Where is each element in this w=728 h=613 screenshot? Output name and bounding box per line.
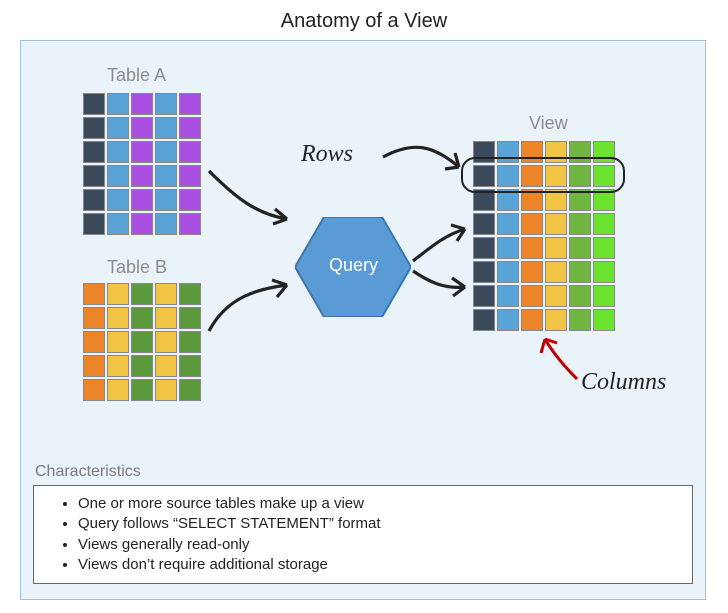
grid-cell — [155, 189, 177, 211]
table-b-label: Table B — [107, 257, 167, 278]
grid-cell — [155, 117, 177, 139]
grid-cell — [131, 379, 153, 401]
grid-cell — [569, 285, 591, 307]
grid-cell — [593, 285, 615, 307]
grid-cell — [155, 379, 177, 401]
arrow-query-to-view-2 — [403, 261, 483, 311]
grid-cell — [107, 379, 129, 401]
grid-cell — [83, 93, 105, 115]
grid-cell — [155, 283, 177, 305]
grid-cell — [131, 283, 153, 305]
arrow-rows-to-highlight — [373, 133, 473, 193]
grid-cell — [107, 141, 129, 163]
grid-cell — [131, 141, 153, 163]
grid-cell — [107, 189, 129, 211]
grid-cell — [107, 93, 129, 115]
grid-cell — [497, 285, 519, 307]
grid-cell — [155, 213, 177, 235]
grid-cell — [83, 117, 105, 139]
characteristic-item: One or more source tables make up a view — [78, 494, 680, 514]
table-a-label: Table A — [107, 65, 166, 86]
grid-cell — [497, 237, 519, 259]
arrow-columns-to-view — [531, 331, 591, 391]
grid-cell — [521, 213, 543, 235]
grid-cell — [83, 213, 105, 235]
arrow-table-b-to-query — [197, 267, 307, 347]
grid-cell — [545, 285, 567, 307]
grid-cell — [179, 93, 201, 115]
grid-cell — [497, 213, 519, 235]
grid-cell — [155, 141, 177, 163]
grid-cell — [545, 309, 567, 331]
characteristic-item: Views don’t require additional storage — [78, 555, 680, 575]
grid-cell — [131, 307, 153, 329]
grid-cell — [155, 355, 177, 377]
grid-cell — [131, 189, 153, 211]
row-highlight — [461, 157, 625, 193]
grid-cell — [569, 237, 591, 259]
grid-cell — [131, 213, 153, 235]
grid-cell — [83, 189, 105, 211]
characteristic-item: Query follows “SELECT STATEMENT” format — [78, 514, 680, 534]
grid-cell — [593, 213, 615, 235]
grid-cell — [107, 307, 129, 329]
grid-cell — [545, 213, 567, 235]
table-a-grid — [83, 93, 201, 235]
query-label: Query — [329, 255, 378, 276]
grid-cell — [83, 307, 105, 329]
grid-cell — [107, 117, 129, 139]
grid-cell — [593, 237, 615, 259]
characteristics-box: One or more source tables make up a view… — [33, 485, 693, 584]
grid-cell — [107, 283, 129, 305]
grid-cell — [83, 141, 105, 163]
rows-label: Rows — [301, 141, 353, 168]
grid-cell — [545, 237, 567, 259]
grid-cell — [155, 93, 177, 115]
characteristics-label: Characteristics — [35, 463, 141, 481]
grid-cell — [179, 379, 201, 401]
grid-cell — [521, 261, 543, 283]
columns-label: Columns — [581, 369, 666, 396]
grid-cell — [593, 309, 615, 331]
grid-cell — [83, 331, 105, 353]
table-b-grid — [83, 283, 201, 401]
grid-cell — [155, 165, 177, 187]
grid-cell — [83, 355, 105, 377]
grid-cell — [107, 355, 129, 377]
arrow-table-a-to-query — [197, 159, 307, 239]
grid-cell — [593, 261, 615, 283]
grid-cell — [569, 261, 591, 283]
grid-cell — [131, 331, 153, 353]
characteristic-item: Views generally read-only — [78, 535, 680, 555]
grid-cell — [131, 93, 153, 115]
diagram-panel: Table A Table B View Query Rows Columns — [20, 40, 706, 600]
grid-cell — [131, 165, 153, 187]
grid-cell — [131, 117, 153, 139]
grid-cell — [179, 355, 201, 377]
grid-cell — [155, 307, 177, 329]
grid-cell — [83, 165, 105, 187]
grid-cell — [497, 261, 519, 283]
grid-cell — [473, 309, 495, 331]
page-title: Anatomy of a View — [0, 0, 728, 39]
grid-cell — [545, 261, 567, 283]
grid-cell — [521, 237, 543, 259]
grid-cell — [569, 213, 591, 235]
grid-cell — [131, 355, 153, 377]
grid-cell — [179, 117, 201, 139]
view-label: View — [529, 113, 568, 134]
grid-cell — [521, 285, 543, 307]
grid-cell — [83, 379, 105, 401]
grid-cell — [107, 165, 129, 187]
grid-cell — [107, 213, 129, 235]
grid-cell — [569, 309, 591, 331]
grid-cell — [497, 309, 519, 331]
grid-cell — [107, 331, 129, 353]
grid-cell — [155, 331, 177, 353]
grid-cell — [521, 309, 543, 331]
grid-cell — [83, 283, 105, 305]
